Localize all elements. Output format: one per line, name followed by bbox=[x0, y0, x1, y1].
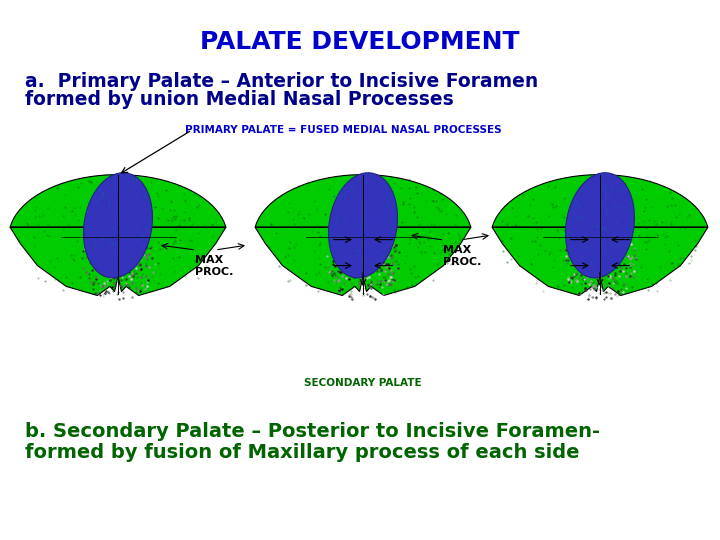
Polygon shape bbox=[565, 173, 634, 278]
Text: PRIMARY PALATE = FUSED MEDIAL NASAL PROCESSES: PRIMARY PALATE = FUSED MEDIAL NASAL PROC… bbox=[185, 125, 502, 135]
Text: PALATE DEVELOPMENT: PALATE DEVELOPMENT bbox=[200, 30, 520, 54]
Text: a.  Primary Palate – Anterior to Incisive Foramen: a. Primary Palate – Anterior to Incisive… bbox=[25, 72, 539, 91]
Text: b. Secondary Palate – Posterior to Incisive Foramen-: b. Secondary Palate – Posterior to Incis… bbox=[25, 422, 600, 441]
Text: MAX
PROC.: MAX PROC. bbox=[195, 255, 233, 276]
Polygon shape bbox=[492, 174, 708, 295]
Text: formed by union Medial Nasal Processes: formed by union Medial Nasal Processes bbox=[25, 90, 454, 109]
Polygon shape bbox=[328, 173, 397, 278]
Polygon shape bbox=[84, 173, 153, 278]
Text: SECONDARY PALATE: SECONDARY PALATE bbox=[304, 378, 422, 388]
Polygon shape bbox=[10, 174, 226, 295]
Text: formed by fusion of Maxillary process of each side: formed by fusion of Maxillary process of… bbox=[25, 443, 580, 462]
Text: MAX
PROC.: MAX PROC. bbox=[443, 245, 482, 267]
Polygon shape bbox=[255, 174, 471, 295]
